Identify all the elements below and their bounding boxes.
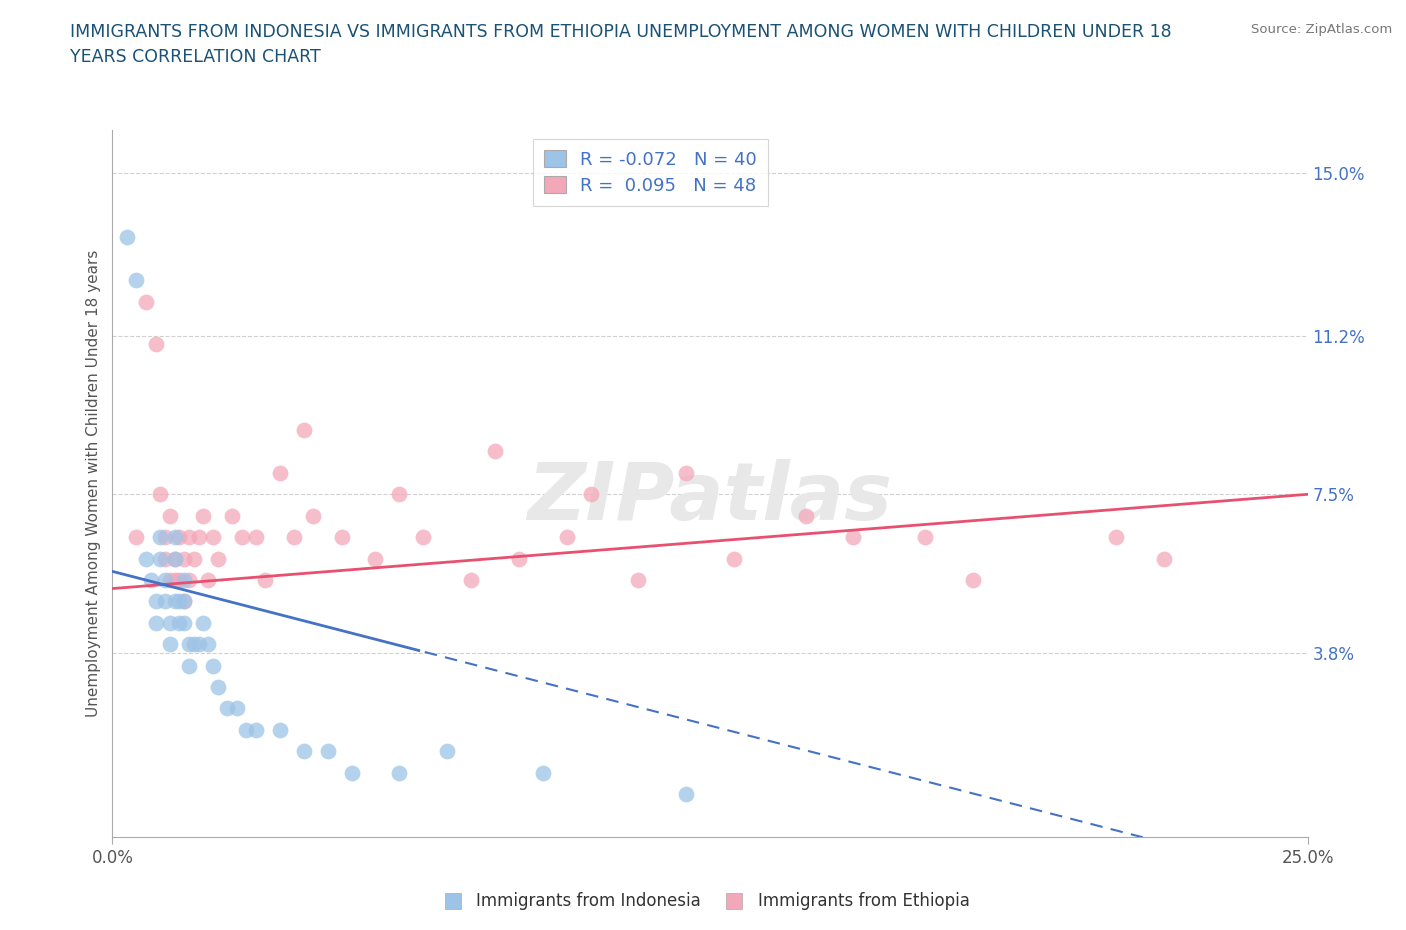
Point [125,272,148,287]
Point [302,509,325,524]
Point [159,509,181,524]
Point [149,487,172,502]
Point [149,551,172,566]
Point [145,337,167,352]
Point [217,701,239,716]
Point [153,551,176,566]
Point [115,230,138,245]
Point [159,573,181,588]
Point [508,551,530,566]
Point [153,573,176,588]
Point [1153,551,1175,566]
Point [207,680,229,695]
Point [135,551,157,566]
Point [436,744,458,759]
Point [1105,530,1128,545]
Point [183,551,205,566]
Point [316,744,339,759]
Point [177,530,200,545]
Point [145,616,167,631]
Point [201,658,224,673]
Point [139,573,162,588]
Point [388,487,411,502]
Point [388,765,411,780]
Point [484,444,506,458]
Point [193,509,215,524]
Point [364,551,387,566]
Point [125,530,148,545]
Point [159,616,181,631]
Text: Source: ZipAtlas.com: Source: ZipAtlas.com [1251,23,1392,36]
Point [235,723,257,737]
Point [163,594,186,609]
Point [163,530,186,545]
Point [292,422,315,437]
Point [245,723,267,737]
Point [201,530,224,545]
Point [163,551,186,566]
Point [177,658,200,673]
Point [187,637,209,652]
Point [177,573,200,588]
Point [221,509,243,524]
Point [149,530,172,545]
Point [153,594,176,609]
Point [163,573,186,588]
Point [555,530,578,545]
Point [145,594,167,609]
Point [723,551,745,566]
Point [169,594,191,609]
Point [675,787,697,802]
Point [225,701,247,716]
Point [531,765,554,780]
Point [579,487,602,502]
Point [159,637,181,652]
Point [292,744,315,759]
Point [460,573,482,588]
Point [169,530,191,545]
Point [231,530,253,545]
Point [173,573,195,588]
Point [177,637,200,652]
Point [254,573,277,588]
Point [207,551,229,566]
Point [675,465,697,480]
Point [197,573,219,588]
Point [197,637,219,652]
Point [169,616,191,631]
Point [187,530,209,545]
Point [173,616,195,631]
Point [340,765,363,780]
Point [173,594,195,609]
Point [962,573,984,588]
Legend: Immigrants from Indonesia, Immigrants from Ethiopia: Immigrants from Indonesia, Immigrants fr… [430,885,976,917]
Point [794,509,817,524]
Point [193,616,215,631]
Point [135,294,157,309]
Point [412,530,434,545]
Point [627,573,650,588]
Point [269,723,291,737]
Point [914,530,936,545]
Point [163,551,186,566]
Point [169,573,191,588]
Y-axis label: Unemployment Among Women with Children Under 18 years: Unemployment Among Women with Children U… [86,250,101,717]
Point [330,530,353,545]
Point [153,530,176,545]
Text: IMMIGRANTS FROM INDONESIA VS IMMIGRANTS FROM ETHIOPIA UNEMPLOYMENT AMONG WOMEN W: IMMIGRANTS FROM INDONESIA VS IMMIGRANTS … [70,23,1173,66]
Point [269,465,291,480]
Point [283,530,305,545]
Point [183,637,205,652]
Point [245,530,267,545]
Point [173,594,195,609]
Text: ZIPatlas: ZIPatlas [527,458,893,537]
Point [842,530,865,545]
Point [173,551,195,566]
Legend: R = -0.072   N = 40, R =  0.095   N = 48: R = -0.072 N = 40, R = 0.095 N = 48 [533,140,768,206]
